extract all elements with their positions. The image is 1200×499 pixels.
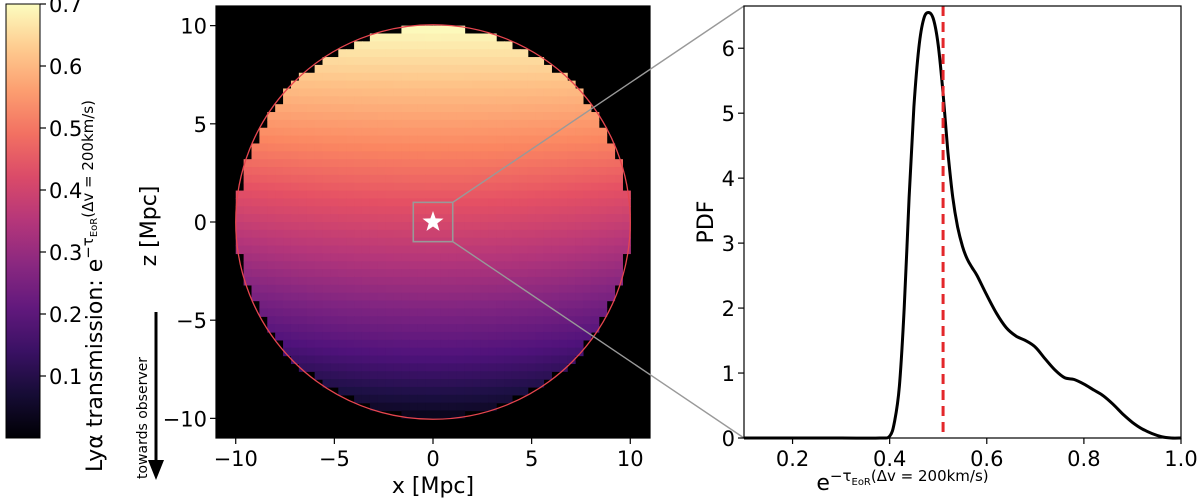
map-x-tick-label: 5 [525,447,538,471]
pdf-y-axis-label: PDF [694,201,719,244]
map-y-tick-label: 10 [180,15,207,39]
pdf-y-tick-label: 4 [722,167,735,191]
colorbar-tick-label: 0.3 [49,241,82,265]
colorbar-tick-label: 0.4 [49,179,82,203]
map-y-tick-label: −10 [163,407,207,431]
zoom-connector-top [452,5,745,203]
zoom-box [412,201,454,243]
pdf-y-ticks: 0 1 2 3 4 5 6 [722,37,744,451]
map-x-tick-label: 10 [617,447,644,471]
zoom-connector-bottom [452,241,745,439]
map-y-ticks: −10 −5 0 5 10 [163,15,216,431]
pdf-y-tick-label: 0 [722,427,735,451]
colorbar: 0.1 0.2 0.3 0.4 0.5 0.6 0.7 Lyα transmission: … [5,0,108,472]
colorbar-tick-label: 0.5 [49,117,82,141]
pdf-y-tick-label: 1 [722,362,735,386]
observer-arrow-label: towards observer [135,357,151,479]
redshift-annotation: z=7.5 [240,31,305,56]
colorbar-tick-label: 0.7 [49,0,82,17]
colorbar-tick-label: 0.6 [49,55,82,79]
map-x-ticks: −10 −5 0 5 10 [214,438,644,471]
pdf-y-tick-label: 3 [722,232,735,256]
zoom-connectors [452,5,745,439]
sphere-boundary-ring [235,24,631,420]
map-x-tick-label: 0 [426,447,439,471]
map-y-tick-label: 5 [194,113,207,137]
map-y-tick-label: −5 [176,309,207,333]
pdf-x-tick-label: 1.0 [1164,447,1197,471]
pdf-x-tick-label: 0.6 [970,447,1003,471]
map-x-tick-label: −5 [319,447,350,471]
pdf-y-tick-label: 5 [722,102,735,126]
pdf-x-tick-label: 0.8 [1067,447,1100,471]
map-sphere-pixels [235,25,631,419]
transmission-map: z=7.5 −10 −5 0 5 10 −10 −5 0 5 10 x [Mpc] z [Mpc… [137,5,651,499]
map-x-axis-label: x [Mpc] [392,474,474,499]
colorbar-ticks: 0.1 0.2 0.3 0.4 0.5 0.6 0.7 [40,0,82,389]
pdf-frame [743,5,1182,439]
pdf-chart: 0.2 0.4 0.6 0.8 1.0 0 1 2 3 4 5 6 PDF e−τEoR(Δv = … [694,5,1198,496]
observer-arrow-head [148,460,164,480]
pdf-x-ticks: 0.2 0.4 0.6 0.8 1.0 [776,438,1198,471]
map-y-axis-label: z [Mpc] [137,186,162,267]
pdf-y-tick-label: 2 [722,297,735,321]
pdf-x-tick-label: 0.4 [873,447,906,471]
map-y-tick-label: 0 [194,211,207,235]
colorbar-gradient [5,3,41,439]
colorbar-label: Lyα transmission: e−τEoR(Δv = 200km/s) [79,100,108,472]
map-x-tick-label: −10 [214,447,258,471]
pdf-y-tick-label: 6 [722,37,735,61]
star-icon [422,211,444,231]
pdf-x-tick-label: 0.2 [776,447,809,471]
colorbar-tick-label: 0.1 [49,365,82,389]
pdf-x-axis-label: e−τEoR(Δv = 200km/s) [816,467,988,496]
colorbar-tick-label: 0.2 [49,303,82,327]
observer-arrow: towards observer [135,312,164,480]
pdf-series-line [743,10,1182,440]
